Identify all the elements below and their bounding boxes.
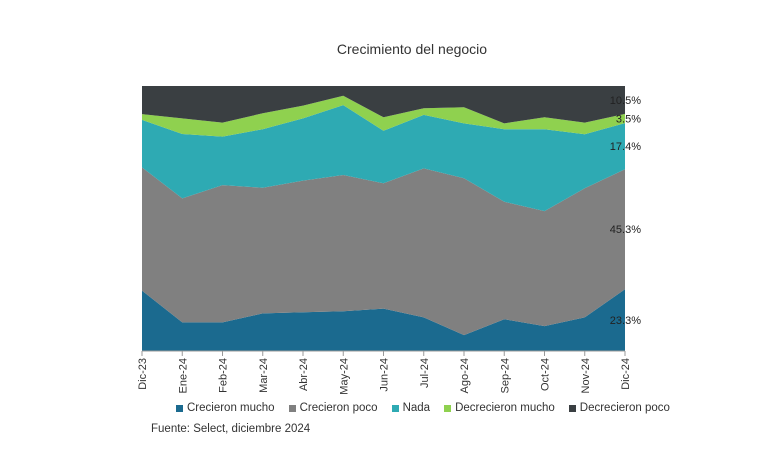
x-tick-label: Abr-24: [298, 358, 310, 391]
legend-swatch: [444, 404, 452, 412]
x-tick-label: Jun-24: [379, 358, 391, 392]
x-tick-label: Ago-24: [459, 358, 471, 393]
legend-swatch: [391, 404, 399, 412]
area-crecieron-poco: [142, 167, 625, 336]
legend-label: Crecieron poco: [299, 402, 378, 414]
legend-item-decrecieron-mucho: Decrecieron mucho: [444, 402, 555, 414]
data-label: 10.5%: [610, 95, 641, 107]
chart-title: Crecimiento del negocio: [336, 41, 488, 57]
legend-item-nada: Nada: [391, 402, 431, 414]
x-tick-label: Mar-24: [258, 358, 270, 393]
area-crecieron-mucho: [142, 289, 625, 351]
data-label: 3.5%: [616, 113, 641, 125]
data-label: 17.4%: [610, 141, 641, 153]
x-tick-label: Oct-24: [540, 358, 552, 391]
x-tick-label: Jul-24: [419, 358, 431, 388]
area-decrecieron-mucho: [142, 95, 625, 137]
x-tick-label: May-24: [338, 358, 350, 395]
legend-label: Crecieron mucho: [187, 402, 275, 414]
legend-label: Nada: [402, 402, 431, 414]
legend-item-crecieron-poco: Crecieron poco: [288, 402, 378, 414]
legend-label: Decrecieron mucho: [455, 402, 555, 414]
data-label: 23.3%: [610, 315, 641, 327]
legend-swatch: [288, 404, 296, 412]
legend: Crecieron mucho Crecieron poco Nada Decr…: [176, 402, 670, 414]
x-tick-label: Dic-23: [137, 358, 149, 390]
legend-label: Decrecieron poco: [579, 402, 670, 414]
data-label: 45.3%: [610, 224, 641, 236]
area-decrecieron-poco: [142, 86, 625, 124]
legend-swatch: [176, 404, 183, 412]
x-tick-label: Dic-24: [620, 358, 632, 390]
legend-item-decrecieron-poco: Decrecieron poco: [568, 402, 670, 414]
x-tick-label: Sep-24: [499, 358, 511, 393]
source-note: Fuente: Select, diciembre 2024: [151, 423, 311, 435]
x-tick-label: Ene-24: [177, 358, 189, 393]
area-nada: [142, 105, 625, 212]
x-tick-label: Nov-24: [580, 358, 592, 393]
legend-item-crecieron-mucho: Crecieron mucho: [176, 402, 275, 414]
legend-swatch: [568, 404, 576, 412]
x-tick-label: Feb-24: [218, 358, 230, 393]
